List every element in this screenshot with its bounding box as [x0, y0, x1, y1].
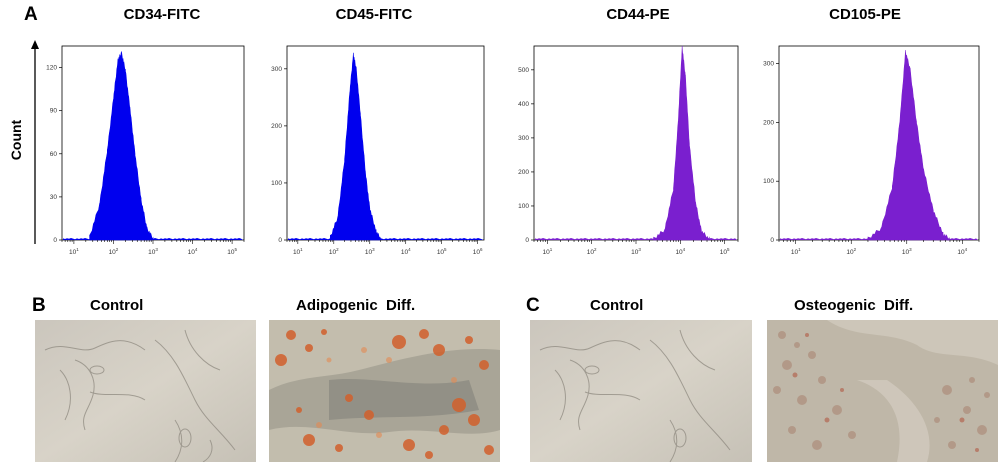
x-tick-label: 105	[227, 247, 237, 256]
histogram-baseline-noise	[288, 238, 483, 240]
histogram-frame	[286, 45, 485, 241]
x-tick-label: 101	[293, 247, 303, 256]
count-axis-arrow	[31, 40, 39, 244]
y-tick-label: 300	[763, 61, 774, 68]
x-tick-label: 104	[401, 247, 411, 256]
histogram-title-cd44: CD44-PE	[606, 6, 670, 23]
histogram-cd34: 0 30 60 90 120 101 102 103 104 105	[46, 45, 245, 256]
y-tick-label: 90	[50, 108, 58, 115]
x-tick-label: 102	[587, 247, 597, 256]
panel-label-c: C	[526, 295, 540, 316]
x-tick-label: 101	[542, 247, 552, 256]
x-tick-label: 101	[791, 247, 801, 256]
x-tick-label: 106	[473, 247, 483, 256]
micrograph-c-control	[530, 320, 752, 462]
x-tick-label: 104	[188, 247, 198, 256]
histogram-title-cd105: CD105-PE	[829, 6, 901, 23]
micrograph-osteogenic	[767, 320, 998, 462]
histogram-area	[653, 45, 710, 241]
x-tick-label: 102	[329, 247, 339, 256]
histogram-frame	[778, 45, 980, 241]
x-tick-label: 102	[109, 247, 119, 256]
histogram-frame	[61, 45, 245, 241]
photo-title-osteogenic: Osteogenic Diff.	[794, 297, 914, 314]
y-tick-label: 30	[50, 194, 58, 201]
x-tick-label: 103	[365, 247, 375, 256]
y-tick-label: 120	[46, 65, 57, 72]
micrograph-b-control	[35, 320, 256, 462]
photo-title-adipogenic: Adipogenic Diff.	[296, 297, 416, 314]
micrograph-adipogenic	[269, 320, 500, 462]
y-tick-label: 300	[271, 66, 282, 73]
y-tick-label: 0	[53, 237, 57, 244]
x-tick-label: 105	[720, 247, 730, 256]
histogram-title-cd34: CD34-FITC	[123, 6, 201, 23]
histogram-cd105: 0 100 200 300 101 102 103 104	[763, 45, 980, 256]
y-tick-label: 0	[770, 237, 774, 244]
histogram-area	[89, 51, 154, 241]
histogram-area	[329, 52, 381, 241]
count-axis-label: Count	[8, 119, 24, 161]
x-tick-label: 104	[675, 247, 685, 256]
y-tick-label: 400	[518, 101, 529, 108]
x-tick-label: 104	[957, 247, 967, 256]
panel-label-b: B	[32, 295, 46, 316]
x-tick-label: 103	[902, 247, 912, 256]
x-tick-label: 103	[631, 247, 641, 256]
y-tick-label: 0	[278, 237, 282, 244]
y-tick-label: 200	[518, 169, 529, 176]
y-tick-label: 0	[525, 237, 529, 244]
x-tick-label: 103	[148, 247, 158, 256]
histogram-frame	[533, 45, 739, 241]
histogram-cd45: 0 100 200 300 101 102 103 104 105 106	[271, 45, 485, 256]
photo-title-c-control: Control	[590, 297, 644, 314]
y-tick-label: 100	[271, 180, 282, 187]
histogram-title-cd45: CD45-FITC	[335, 6, 413, 23]
y-tick-label: 200	[763, 119, 774, 126]
histogram-cd44: 0 100 200 300 400 500 101 102 103 104 105	[518, 45, 739, 256]
x-tick-label: 101	[69, 247, 79, 256]
y-tick-label: 500	[518, 67, 529, 74]
y-tick-label: 100	[518, 203, 529, 210]
x-tick-label: 105	[437, 247, 447, 256]
y-tick-label: 60	[50, 151, 58, 158]
y-tick-label: 200	[271, 123, 282, 130]
panel-label-a: A	[24, 4, 38, 25]
y-tick-label: 300	[518, 135, 529, 142]
photo-title-b-control: Control	[90, 297, 144, 314]
x-tick-label: 102	[846, 247, 856, 256]
y-tick-label: 100	[763, 178, 774, 185]
histogram-area	[867, 50, 951, 241]
